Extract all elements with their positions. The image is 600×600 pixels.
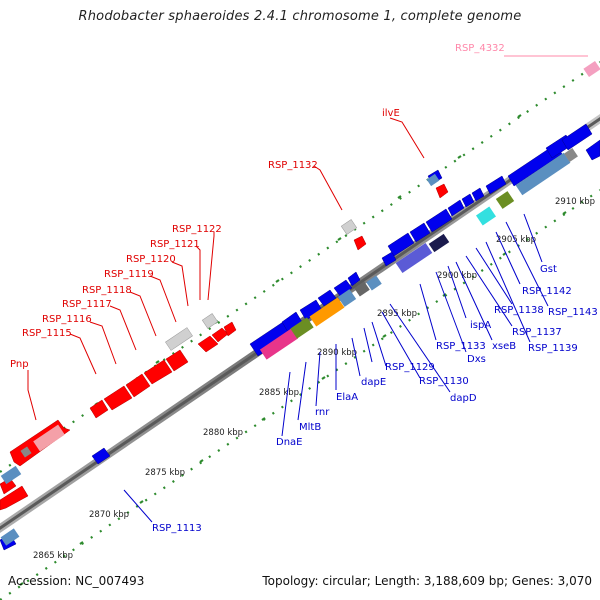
label-rsp-1130[interactable]: RSP_1130 — [419, 376, 469, 387]
gene-dape — [333, 279, 353, 297]
label-xseb[interactable]: xseB — [492, 341, 516, 352]
label-rsp-1122[interactable]: RSP_1122 — [172, 224, 222, 235]
gene-rsp-1116 — [103, 385, 133, 411]
label-rsp-1120[interactable]: RSP_1120 — [126, 254, 176, 265]
misc-features-forward — [20, 60, 600, 458]
gene-rsp-1132 — [353, 235, 367, 251]
label-ispa[interactable]: ispA — [470, 320, 491, 331]
label-rsp-1132[interactable]: RSP_1132 — [268, 160, 318, 171]
scale-label-2865: 2865 kbp — [33, 551, 73, 561]
gene-rsp-1115 — [89, 399, 109, 419]
reverse-callout-lines — [123, 213, 549, 523]
scale-label-2880: 2880 kbp — [203, 428, 243, 438]
gene-ispa — [447, 199, 465, 217]
forward-callout-lines — [27, 117, 425, 421]
label-rsp-1118[interactable]: RSP_1118 — [82, 285, 132, 296]
gene-dapd — [387, 232, 415, 257]
scale-label-2900: 2900 kbp — [437, 271, 477, 281]
gene-rsp-1138 — [485, 175, 507, 195]
gene-rsp-1137 — [471, 187, 485, 202]
gene-elaa — [317, 289, 337, 307]
label-rsp-1119[interactable]: RSP_1119 — [104, 269, 154, 280]
gene-ilve — [435, 183, 449, 199]
gene-rsp-1133 — [409, 222, 431, 243]
misc-features-reverse — [0, 148, 578, 546]
label-elaa[interactable]: ElaA — [336, 392, 358, 403]
scale-label-2890: 2890 kbp — [317, 348, 357, 358]
gene-rsp-1118 — [143, 359, 173, 385]
accession-label: Accession: NC_007493 — [8, 574, 145, 588]
gene-rsp-1113 — [91, 447, 111, 465]
gene-rsp-1122 — [223, 321, 237, 337]
scale-label-2910: 2910 kbp — [555, 197, 595, 207]
tick-line-lower — [0, 189, 600, 600]
gene-rsp-1120 — [197, 335, 219, 353]
label-pnp[interactable]: Pnp — [10, 359, 29, 370]
reverse-strand-genes[interactable] — [0, 123, 600, 551]
label-rsp-1115[interactable]: RSP_1115 — [22, 328, 72, 339]
scale-label-2875: 2875 kbp — [145, 468, 185, 478]
label-rsp-1142[interactable]: RSP_1142 — [522, 286, 572, 297]
label-rsp-1121[interactable]: RSP_1121 — [150, 239, 200, 250]
label-rsp-1117[interactable]: RSP_1117 — [62, 299, 112, 310]
map-title: Rhodobacter sphaeroides 2.4.1 chromosome… — [78, 9, 522, 24]
label-gst[interactable]: Gst — [540, 264, 557, 275]
label-rsp-1113[interactable]: RSP_1113 — [152, 523, 202, 534]
scale-label-2885: 2885 kbp — [259, 388, 299, 398]
gene-lower-red-1 — [0, 485, 29, 511]
label-rnr[interactable]: rnr — [315, 407, 330, 418]
label-dape[interactable]: dapE — [361, 377, 386, 388]
forward-strand-genes[interactable] — [0, 183, 449, 511]
tick-line-upper — [0, 61, 600, 473]
gene-rsp-1129 — [347, 271, 361, 287]
label-rsp-1143[interactable]: RSP_1143 — [548, 307, 598, 318]
gene-rsp-1130 — [381, 251, 397, 267]
label-dnae[interactable]: DnaE — [276, 437, 302, 448]
gene-dxs — [425, 208, 453, 233]
label-dxs[interactable]: Dxs — [467, 354, 486, 365]
label-rsp-4332[interactable]: RSP_4332 — [455, 43, 505, 54]
gene-rsp-1143 — [561, 123, 593, 151]
scale-label-2870: 2870 kbp — [89, 510, 129, 520]
label-rsp-1137[interactable]: RSP_1137 — [512, 327, 562, 338]
summary-label: Topology: circular; Length: 3,188,609 bp… — [262, 574, 592, 588]
label-ilve[interactable]: ilvE — [382, 108, 400, 119]
label-mltb[interactable]: MltB — [299, 422, 321, 433]
label-rsp-1139[interactable]: RSP_1139 — [528, 343, 578, 354]
scale-label-2905: 2905 kbp — [496, 235, 536, 245]
label-rsp-1133[interactable]: RSP_1133 — [436, 341, 486, 352]
label-rsp-1116[interactable]: RSP_1116 — [42, 314, 92, 325]
label-rsp-1138[interactable]: RSP_1138 — [494, 305, 544, 316]
gene-xseb — [461, 193, 475, 208]
label-dapd[interactable]: dapD — [450, 393, 477, 404]
gene-upper-right-blue — [585, 139, 600, 161]
label-rsp-1129[interactable]: RSP_1129 — [385, 362, 435, 373]
gene-rsp-1119 — [165, 349, 189, 372]
gene-rsp-1117 — [125, 373, 151, 398]
